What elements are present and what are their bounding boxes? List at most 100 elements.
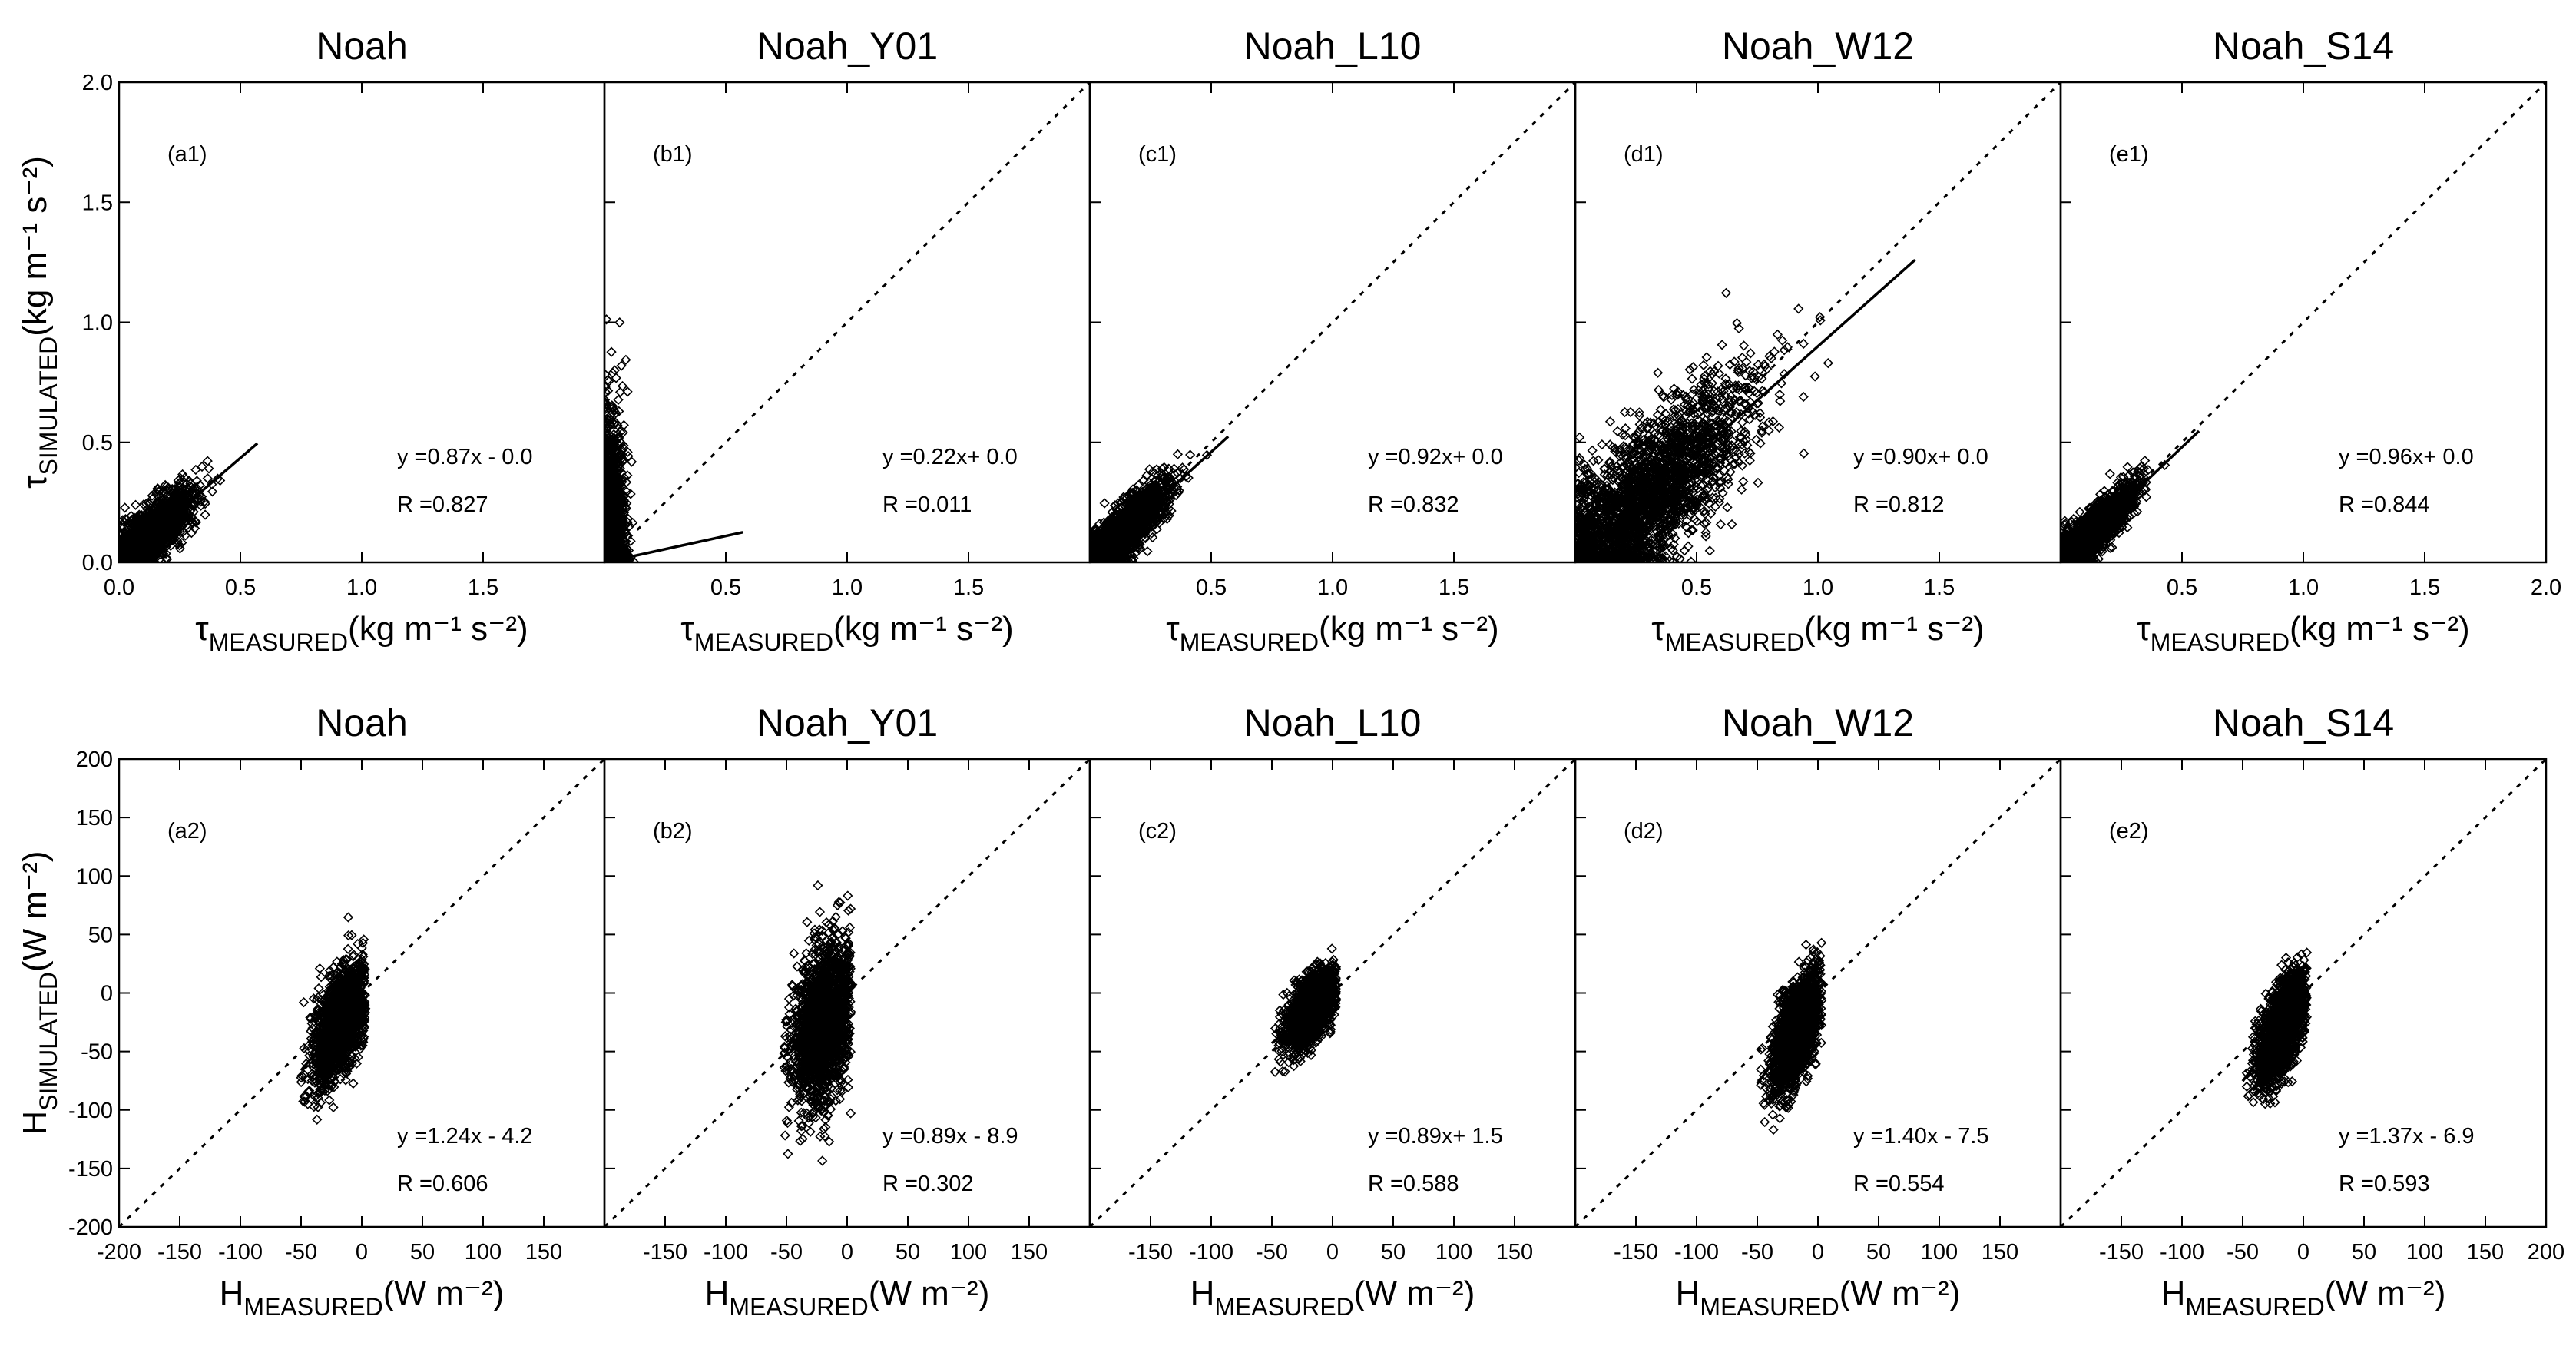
data-point [609, 419, 620, 430]
y-tick-label: 1.0 [82, 311, 113, 336]
data-point [613, 531, 624, 542]
data-point [608, 499, 618, 511]
data-point [138, 499, 149, 510]
data-point [622, 446, 633, 457]
x-axis-unit: (kg m⁻¹ s⁻²) [348, 610, 528, 648]
data-point [608, 460, 618, 472]
panel-title: Noah_Y01 [757, 25, 938, 68]
data-point [604, 399, 611, 410]
data-point [172, 535, 183, 546]
data-point [616, 528, 627, 539]
data-point [622, 386, 633, 397]
data-point [150, 543, 161, 554]
data-point [162, 483, 173, 494]
data-point [604, 414, 614, 425]
data-point [126, 540, 137, 552]
data-point [202, 456, 213, 466]
y-tick-label: 2.0 [82, 71, 113, 95]
data-point [119, 502, 131, 513]
data-point [1172, 449, 1184, 459]
data-point [619, 525, 631, 536]
panel-label: (c1) [1138, 142, 1177, 167]
regression-line [119, 442, 259, 562]
data-point [1169, 463, 1180, 474]
x-tick-label: 0.0 [104, 575, 134, 600]
data-point [611, 514, 622, 525]
x-axis-symbol: τ [680, 610, 694, 648]
data-point [606, 346, 617, 357]
data-point [613, 394, 624, 406]
data-point [626, 456, 637, 467]
data-point [1160, 482, 1171, 492]
data-point [604, 386, 611, 397]
data-point [604, 479, 613, 490]
panel-title: Noah [316, 25, 408, 68]
data-point [625, 489, 636, 499]
y-axis-subscript: SIMULATED [35, 336, 62, 476]
data-point [614, 502, 625, 512]
regression-line [604, 531, 743, 562]
data-point [157, 541, 169, 552]
data-point [612, 488, 623, 499]
x-axis-label: τMEASURED(kg m⁻¹ s⁻²) [680, 610, 1013, 656]
data-point [173, 519, 184, 529]
data-point [147, 490, 157, 501]
x-axis-subscript: MEASURED [209, 628, 348, 656]
data-point [154, 485, 165, 496]
data-point [612, 429, 624, 439]
data-point [1142, 546, 1153, 557]
data-point [141, 516, 151, 527]
data-point [180, 521, 192, 532]
data-point [612, 476, 623, 487]
data-point [186, 528, 197, 539]
y-axis-ticks [604, 201, 615, 443]
data-point [1172, 484, 1183, 495]
data-point [181, 479, 192, 489]
correlation-coefficient: R =0.011 [882, 492, 972, 517]
data-point [1151, 524, 1162, 535]
x-axis-subscript: MEASURED [694, 628, 833, 656]
x-axis-label: τMEASURED(kg m⁻¹ s⁻²) [195, 610, 528, 656]
y-tick-label: 0.0 [82, 551, 113, 575]
data-point [140, 542, 151, 553]
data-point [611, 479, 622, 490]
x-tick-label: 0.5 [225, 575, 256, 600]
data-point [604, 470, 611, 482]
data-point [145, 510, 156, 522]
data-point [627, 517, 638, 529]
data-point [155, 542, 166, 553]
y-tick-label: 0.5 [82, 431, 113, 456]
data-point [604, 483, 613, 494]
data-point [608, 492, 620, 503]
data-point [621, 354, 631, 365]
data-point [619, 545, 630, 556]
x-tick-label: 1.0 [346, 575, 377, 600]
data-point [617, 502, 627, 513]
data-point [141, 546, 152, 557]
data-point [180, 510, 192, 522]
data-point [1090, 525, 1100, 535]
x-tick-label: 1.5 [468, 575, 498, 600]
data-point [604, 499, 613, 509]
data-point [131, 514, 142, 525]
data-point [617, 467, 627, 478]
x-tick-label: 1.5 [953, 575, 984, 600]
data-point [1147, 532, 1158, 543]
data-point [200, 509, 210, 520]
data-point [608, 367, 618, 379]
data-point [608, 513, 619, 524]
data-point [623, 451, 634, 462]
data-point [616, 360, 627, 371]
data-point [197, 461, 207, 472]
one-to-one-line [604, 82, 1090, 562]
data-point [618, 419, 629, 431]
data-point [1141, 470, 1152, 481]
data-point [622, 517, 633, 528]
x-tick-label: 0.5 [710, 575, 741, 600]
data-point [164, 506, 175, 516]
data-point [618, 440, 629, 451]
data-point [124, 519, 134, 530]
